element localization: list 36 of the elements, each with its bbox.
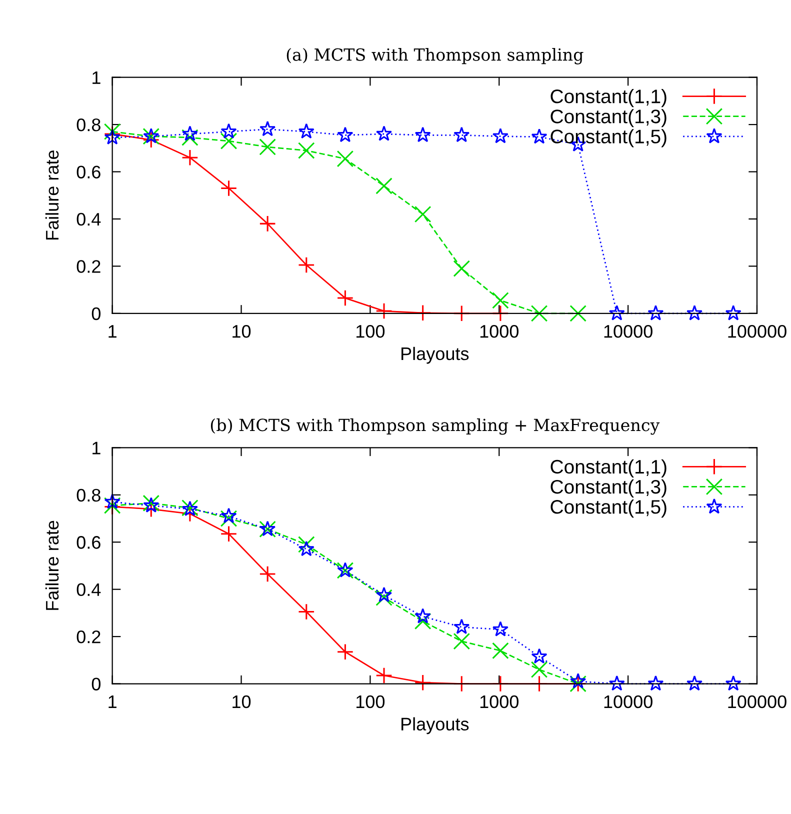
x-axis-title: Playouts <box>402 346 469 364</box>
y-axis-title: Failure rate <box>45 150 59 240</box>
x-tick-label: 100000 <box>728 324 786 338</box>
legend-label: Constant(1,3) <box>550 479 666 498</box>
y-tick-label: 0.6 <box>76 166 100 178</box>
y-axis-title: Failure rate <box>45 520 59 610</box>
x-tick-label: 10 <box>232 695 251 708</box>
x-tick-label: 100 <box>356 695 385 708</box>
legend-label: Constant(1,5) <box>550 500 666 518</box>
x-tick-label: 1 <box>108 325 116 338</box>
y-tick-label: 0.8 <box>76 118 100 132</box>
x-axis-title: Playouts <box>402 717 469 734</box>
x-tick-label: 100 <box>356 324 385 338</box>
legend-label: Constant(1,5) <box>550 129 666 148</box>
x-tick-label: 10 <box>232 324 251 338</box>
x-tick-label: 1000 <box>480 324 518 338</box>
y-tick-label: 0 <box>92 307 101 320</box>
x-tick-label: 1 <box>108 696 116 708</box>
x-tick-label: 1000 <box>480 695 518 708</box>
y-tick-label: 0.4 <box>76 212 101 226</box>
y-tick-label: 1 <box>92 442 100 454</box>
chart-title: (a) MCTS with Thompson sampling <box>286 48 584 64</box>
legend-label: Constant(1,1) <box>550 459 666 478</box>
y-tick-label: 0.4 <box>76 583 101 596</box>
x-tick-label: 10000 <box>604 695 652 708</box>
y-tick-label: 0.8 <box>76 488 100 502</box>
y-tick-label: 1 <box>92 71 100 84</box>
legend-label: Constant(1,3) <box>550 109 666 128</box>
y-tick-label: 0.6 <box>76 536 100 549</box>
y-tick-label: 0 <box>92 678 101 690</box>
x-tick-label: 100000 <box>728 695 786 708</box>
y-tick-label: 0.2 <box>76 260 100 273</box>
chart-title: (b) MCTS with Thompson sampling + MaxFrequency <box>210 418 660 435</box>
y-tick-label: 0.2 <box>76 630 100 644</box>
legend-label: Constant(1,1) <box>550 88 666 108</box>
x-tick-label: 10000 <box>604 324 652 338</box>
